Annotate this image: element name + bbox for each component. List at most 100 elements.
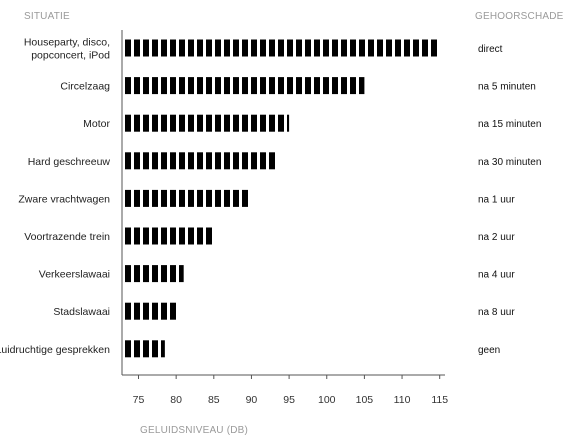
bar-segment [179,189,185,207]
bar-segment [422,39,428,57]
bar-segment [287,77,293,95]
bar-segment [224,114,230,132]
bar-segment [179,114,185,132]
bar-segment [134,114,140,132]
bar-segment [152,227,158,245]
bar-segment [170,302,176,320]
x-tick-label: 95 [283,394,295,406]
bar-segment [224,152,230,170]
bar-segment [224,77,230,95]
bar-segment [188,77,194,95]
bar-segment [233,152,239,170]
category-label: Zware vrachtwagen [18,193,110,205]
bar-segment [260,114,266,132]
bar-segment [134,265,140,283]
bar-segment [179,265,184,283]
bar-segment [134,340,140,358]
x-tick-label: 80 [170,394,182,406]
damage-label: geen [478,345,500,356]
bar-segment [125,152,131,170]
damage-label: na 8 uur [478,307,515,318]
category-label: Verkeerslawaai [39,269,110,281]
bar-segment [170,77,176,95]
bar-segment [377,39,383,57]
bar-segment [188,39,194,57]
bar-segment [260,77,266,95]
bar-segment [197,152,203,170]
bar-segment [269,39,275,57]
bar-segment [161,152,167,170]
bar-segment [152,265,158,283]
bar-9 [125,340,165,358]
bar-segment [350,77,356,95]
bar-segment [251,39,257,57]
bar-segment [134,227,140,245]
bar-5 [125,189,248,207]
bar-segment [179,227,185,245]
bar-segment [161,227,167,245]
bar-segment [170,114,176,132]
x-tick-label: 110 [394,394,411,406]
bar-segment [134,152,140,170]
bar-segment [161,114,167,132]
bar-segment [152,340,158,358]
bar-segment [314,39,320,57]
x-tick-label: 85 [208,394,220,406]
bar-6 [125,227,212,245]
bar-segment [152,189,158,207]
bar-segment [197,77,203,95]
bar-segment [170,265,176,283]
bar-segment [305,39,311,57]
category-label: Stadslawaai [53,306,110,318]
bar-segment [206,152,212,170]
bar-segment [215,152,221,170]
damage-label: na 5 minuten [478,82,536,93]
bar-segment [197,114,203,132]
bar-segment [233,114,239,132]
bar-7 [125,265,184,283]
bar-segment [341,77,347,95]
bar-segment [125,340,131,358]
bar-2 [125,77,365,95]
bar-segment [143,189,149,207]
bar-segment [332,77,338,95]
bar-segment [278,114,284,132]
bar-segment [161,189,167,207]
bar-segment [134,302,140,320]
bar-segment [161,340,165,358]
bar-segment [242,189,248,207]
bar-segment [359,39,365,57]
bar-segment [323,39,329,57]
bar-segment [161,302,167,320]
category-label: Luidruchtige gesprekken [0,344,110,356]
category-label: Hard geschreeuw [28,156,111,168]
x-tick-label: 75 [133,394,145,406]
bar-segment [431,39,437,57]
bar-segment [125,227,131,245]
bar-segment [188,189,194,207]
bar-segment [161,77,167,95]
bar-4 [125,152,275,170]
bar-segment [197,189,203,207]
bar-segment [206,77,212,95]
bar-segment [278,77,284,95]
bar-segment [152,302,158,320]
bar-segment [125,265,131,283]
bar-3 [125,114,290,132]
bar-segment [125,39,131,57]
bar-segment [143,114,149,132]
bar-1 [125,39,437,57]
bar-segment [152,39,158,57]
bar-segment [269,152,275,170]
bar-segment [224,189,230,207]
bar-segment [251,152,257,170]
bar-segment [233,189,239,207]
bar-segment [143,302,149,320]
bar-segment [296,39,302,57]
bar-segment [206,39,212,57]
damage-label: na 30 minuten [478,157,541,168]
damage-label: na 2 uur [478,232,515,243]
bar-segment [179,39,185,57]
bar-segment [350,39,356,57]
